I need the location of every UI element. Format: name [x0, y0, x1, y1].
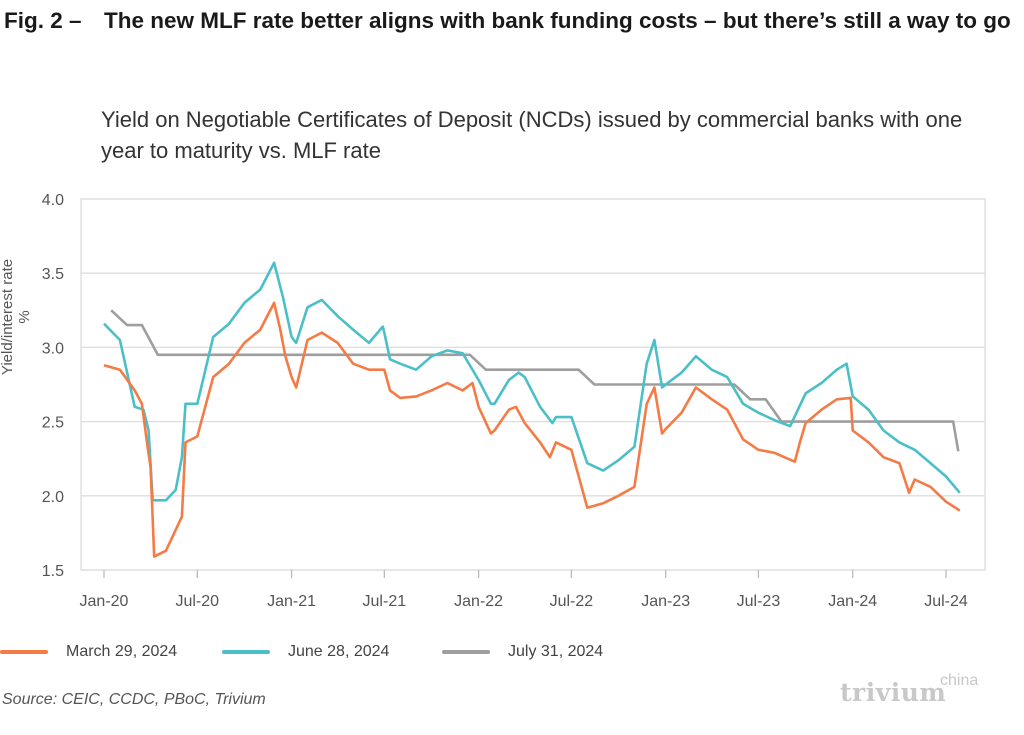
title-text: The new MLF rate better aligns with bank…	[104, 8, 1011, 33]
x-tick-label: Jul-22	[550, 593, 594, 610]
series-line-2	[103, 261, 961, 502]
chart-subtitle: Yield on Negotiable Certificates of Depo…	[101, 107, 963, 163]
series-line-1	[103, 301, 961, 558]
chart-title: Fig. 2 – The new MLF rate better aligns w…	[4, 6, 1014, 36]
x-tick-label: Jan-23	[641, 593, 690, 610]
x-tick-label: Jul-24	[924, 593, 968, 610]
x-tick-label: Jul-20	[175, 593, 219, 610]
legend-swatch-gray	[442, 650, 490, 654]
source-note: Source: CEIC, CCDC, PBoC, Trivium	[2, 691, 266, 708]
legend-item-series-2: June 28, 2024	[222, 641, 389, 663]
legend-item-series-3: July 31, 2024	[442, 641, 603, 663]
logo-main: trivium	[840, 678, 947, 707]
x-tick-label: Jul-23	[737, 593, 781, 610]
y-tick-label: 4.0	[42, 192, 64, 209]
legend-label: June 28, 2024	[288, 643, 390, 660]
x-tick-label: Jul-21	[363, 593, 407, 610]
plot-frame	[80, 198, 986, 571]
legend-swatch-cyan	[222, 650, 270, 654]
legend-label: July 31, 2024	[508, 643, 604, 660]
x-tick-label: Jan-20	[80, 593, 129, 610]
legend-item-series-1: March 29, 2024	[0, 641, 177, 663]
y-tick-label: 3.0	[42, 340, 64, 357]
figure-number: Fig. 2 –	[4, 8, 82, 33]
series-line-3	[110, 309, 960, 452]
y-tick-label: 2.0	[42, 489, 64, 506]
trivium-china-logo: trivium china	[840, 672, 978, 707]
logo-sup: china	[940, 672, 979, 689]
x-tick-label: Jan-21	[267, 593, 316, 610]
x-tick-label: Jan-22	[454, 593, 503, 610]
y-tick-label: 1.5	[42, 563, 64, 580]
legend-swatch-orange	[0, 650, 48, 654]
legend-label: March 29, 2024	[66, 643, 178, 660]
x-tick-label: Jan-24	[828, 593, 877, 610]
y-tick-label: 3.5	[42, 266, 64, 283]
y-tick-label: 2.5	[42, 415, 64, 432]
